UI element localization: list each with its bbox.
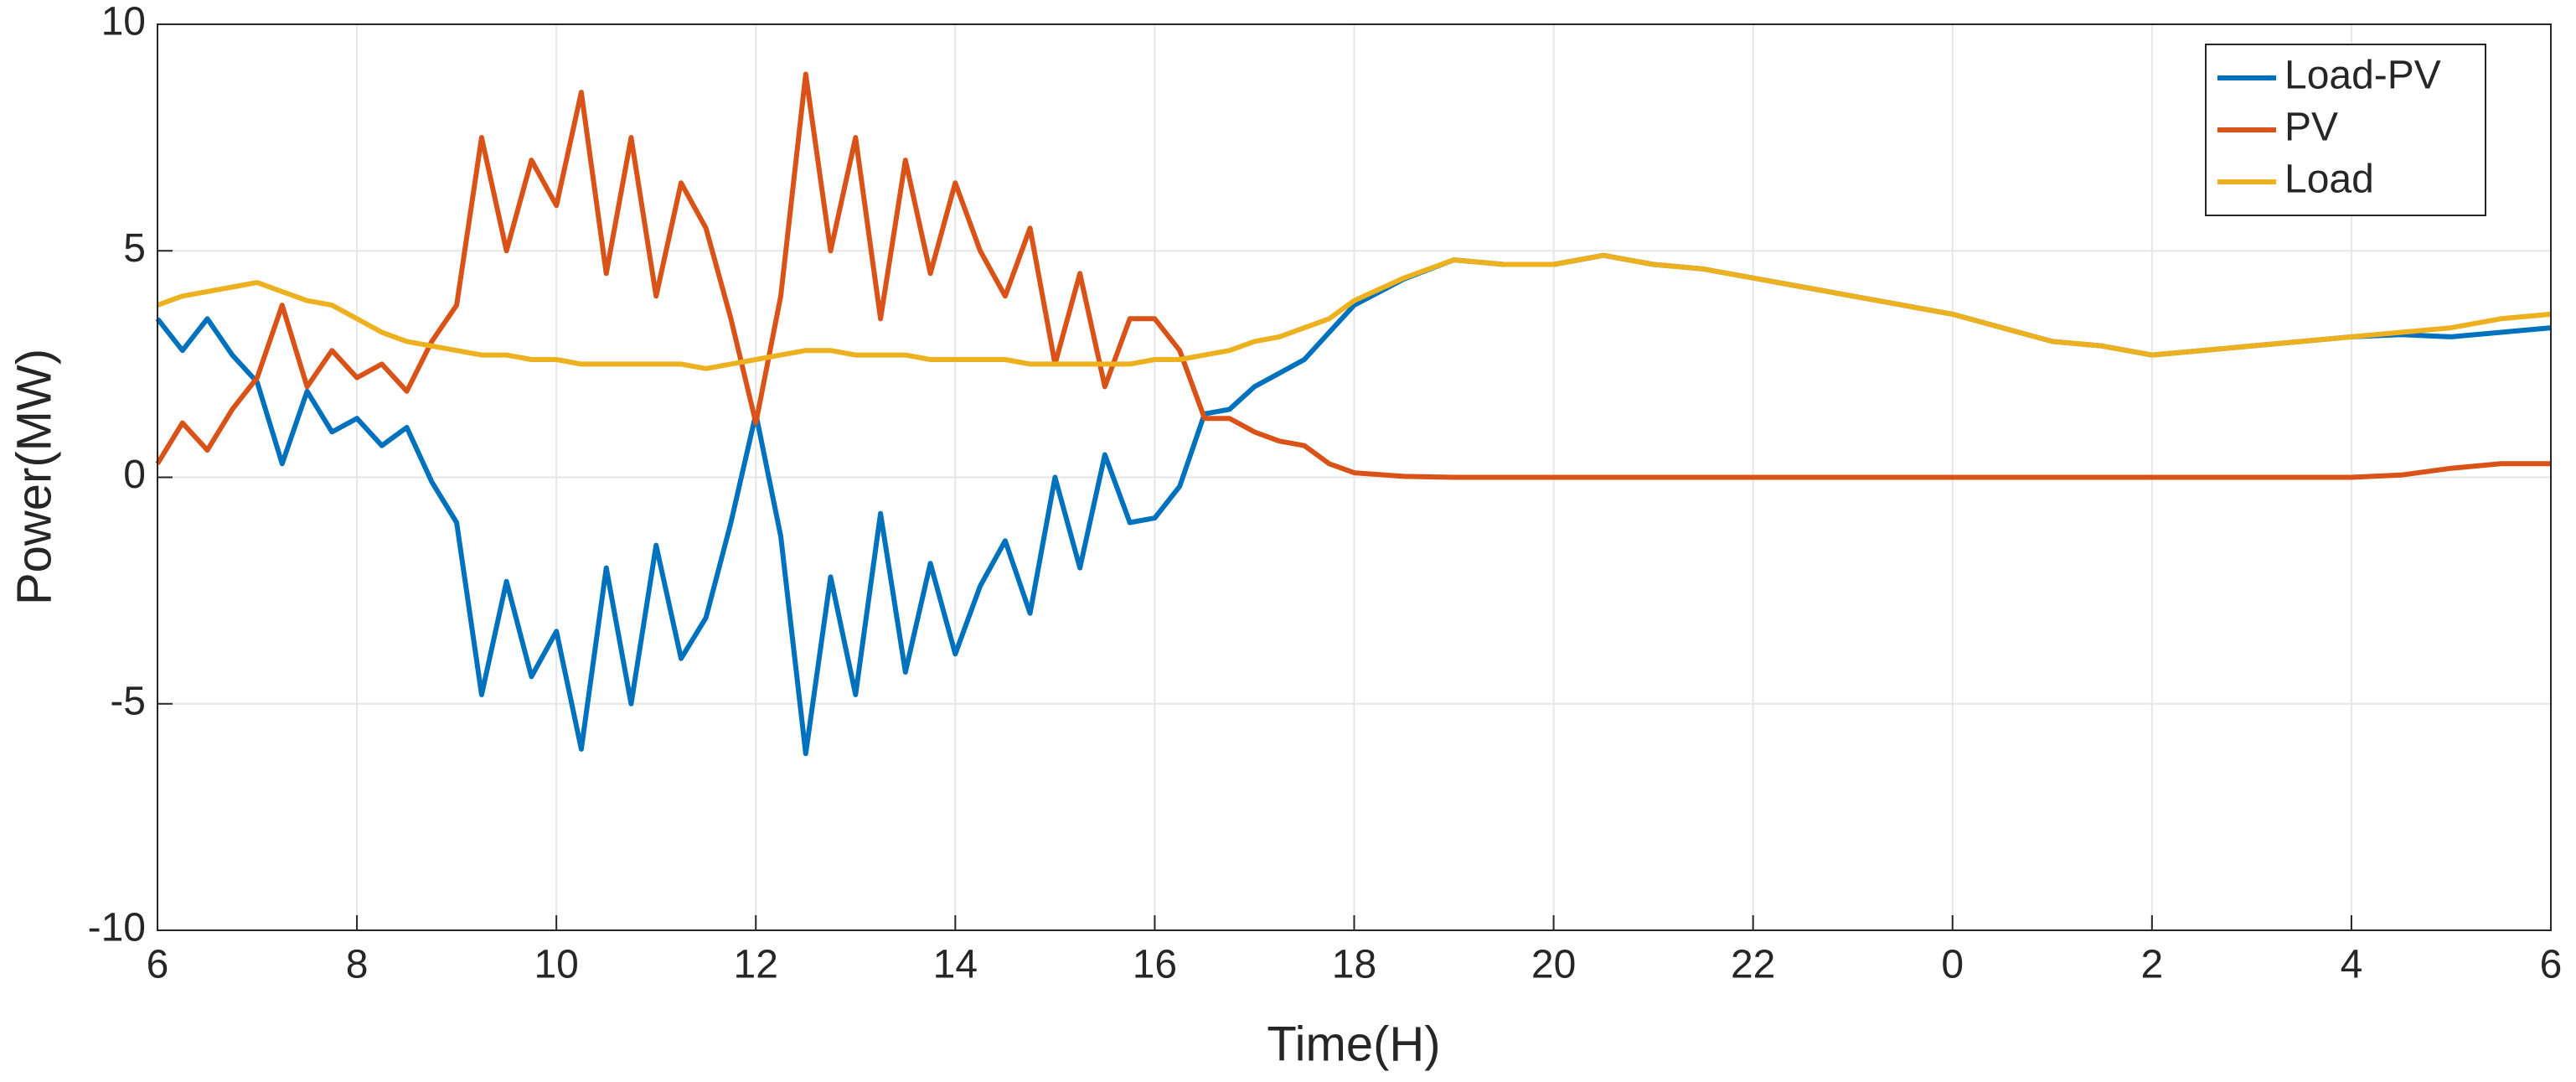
y-tick-label: 0 bbox=[123, 453, 146, 497]
y-axis-label: Power(MW) bbox=[7, 349, 61, 605]
x-tick-label: 18 bbox=[1332, 943, 1376, 987]
x-tick-label: 20 bbox=[1531, 943, 1576, 987]
legend-label: Load-PV bbox=[2284, 54, 2441, 98]
legend-label: PV bbox=[2284, 106, 2338, 150]
x-tick-label: 6 bbox=[147, 943, 169, 987]
x-axis-label: Time(H) bbox=[1267, 1017, 1440, 1071]
y-tick-label: -10 bbox=[88, 906, 146, 950]
x-tick-label: 14 bbox=[933, 943, 978, 987]
x-tick-label: 4 bbox=[2341, 943, 2363, 987]
x-tick-label: 12 bbox=[734, 943, 778, 987]
x-tick-label: 6 bbox=[2540, 943, 2563, 987]
x-tick-label: 22 bbox=[1731, 943, 1775, 987]
legend-label: Load bbox=[2284, 158, 2374, 202]
x-tick-label: 8 bbox=[346, 943, 369, 987]
y-tick-label: 10 bbox=[101, 0, 146, 44]
legend: Load-PV PV Load bbox=[2205, 44, 2486, 216]
plot-frame bbox=[157, 23, 2552, 931]
y-tick-label: -5 bbox=[110, 679, 146, 723]
x-tick-label: 0 bbox=[1941, 943, 1964, 987]
x-tick-label: 16 bbox=[1133, 943, 1177, 987]
x-tick-label: 2 bbox=[2140, 943, 2163, 987]
y-tick-label: 5 bbox=[123, 226, 146, 271]
x-tick-label: 10 bbox=[534, 943, 578, 987]
series-line bbox=[156, 252, 2552, 371]
